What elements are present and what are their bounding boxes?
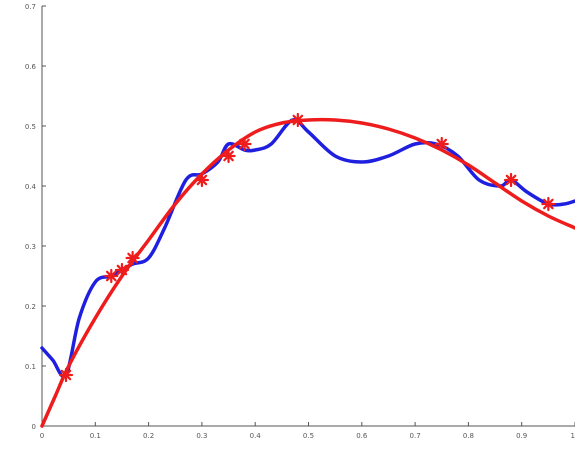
x-axis-ticks: 0 0.1 0.2 0.3 0.4 0.5 0.6 0.7 0.8 0.9 1 (40, 422, 575, 440)
y-tick-label: 0.4 (25, 183, 37, 191)
y-tick-label: 0.7 (25, 3, 36, 11)
chart-axes (41, 6, 575, 427)
x-tick-label: 0 (40, 432, 44, 440)
star-marker (290, 112, 305, 128)
x-tick-label: 0.9 (516, 432, 527, 440)
star-marker (237, 136, 252, 152)
star-marker (221, 148, 236, 164)
x-tick-label: 0.8 (463, 432, 474, 440)
star-marker (104, 268, 119, 284)
star-marker (194, 172, 209, 188)
blue-interpolant-line (40, 117, 575, 379)
x-tick-label: 0.3 (196, 432, 207, 440)
star-marker (503, 172, 519, 188)
marker-layer (58, 112, 556, 383)
y-axis-ticks: 0 0.1 0.2 0.3 0.4 0.5 0.6 0.7 (25, 3, 46, 431)
y-tick-label: 0.6 (25, 63, 37, 71)
star-marker (114, 262, 130, 278)
y-tick-label: 0.1 (25, 363, 36, 371)
x-tick-label: 0.4 (250, 432, 262, 440)
star-marker (434, 136, 449, 152)
star-marker (541, 196, 556, 212)
x-tick-label: 1 (571, 432, 575, 440)
y-tick-label: 0.5 (25, 123, 36, 131)
x-tick-label: 0.6 (356, 432, 368, 440)
x-tick-label: 0.7 (410, 432, 421, 440)
y-tick-label: 0.2 (25, 303, 36, 311)
star-marker (58, 367, 74, 383)
y-tick-label: 0.3 (25, 243, 36, 251)
x-tick-label: 0.1 (90, 432, 101, 440)
x-tick-label: 0.5 (303, 432, 314, 440)
star-marker (125, 250, 140, 266)
x-tick-label: 0.2 (143, 432, 154, 440)
y-tick-label: 0 (32, 423, 36, 431)
